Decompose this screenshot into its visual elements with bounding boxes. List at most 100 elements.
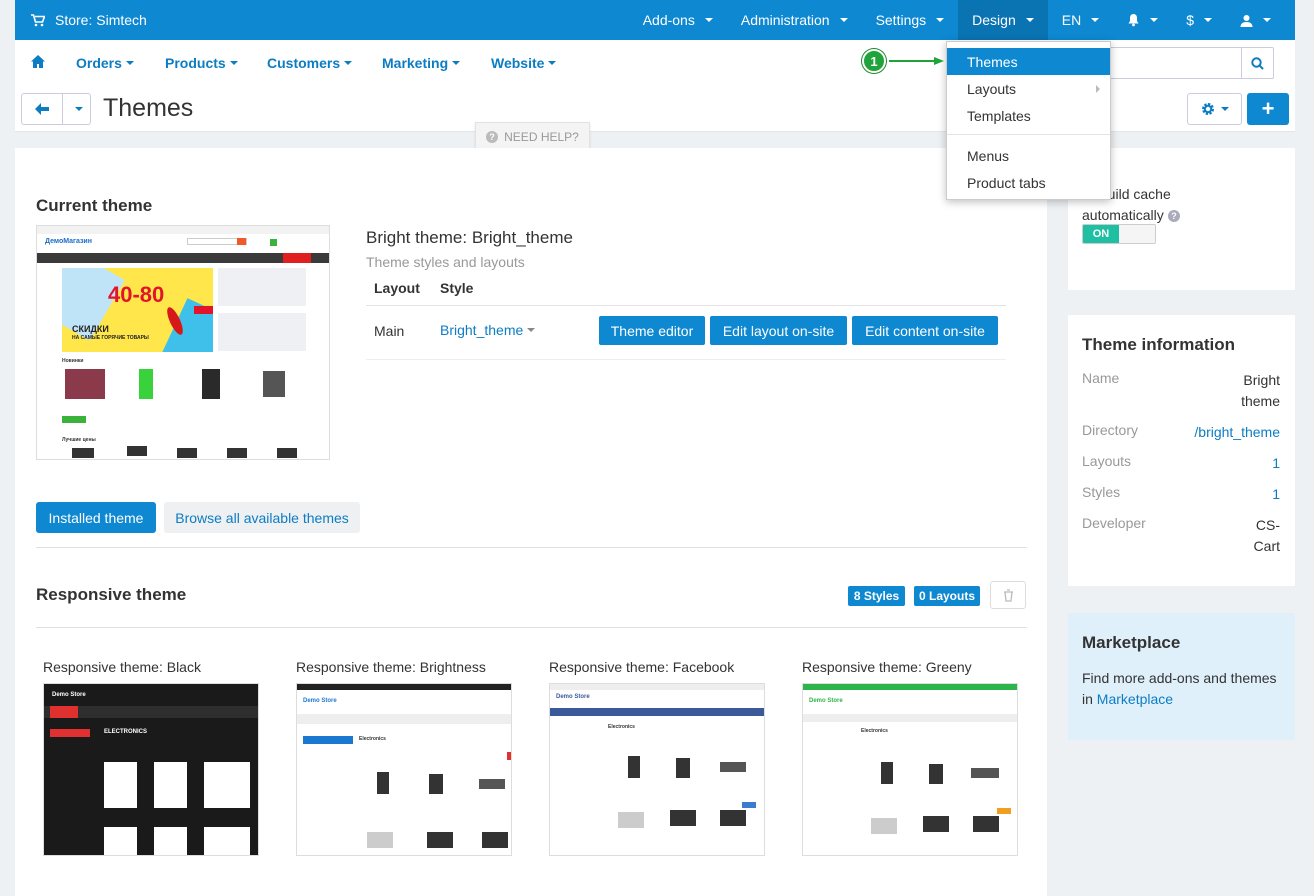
search-input[interactable]	[1108, 47, 1274, 79]
search-button[interactable]	[1241, 48, 1273, 78]
chevron-down-icon	[704, 18, 713, 22]
design-dropdown-menu: Themes Layouts Templates Menus Product t…	[946, 41, 1111, 200]
menu-design[interactable]: Design	[958, 0, 1048, 40]
menu-settings-label: Settings	[875, 12, 927, 28]
delete-theme-button[interactable]	[990, 581, 1026, 609]
style-preview-brightness: Demo Store Electronics	[296, 683, 512, 856]
nav-products[interactable]: Products	[165, 55, 238, 71]
style-card-greeny[interactable]: Responsive theme: Greeny Demo Store Elec…	[802, 658, 1020, 856]
menu-settings[interactable]: Settings	[862, 0, 959, 40]
menu-language-label: EN	[1061, 12, 1082, 28]
nav-website[interactable]: Website	[491, 55, 557, 71]
style-card-title: Responsive theme: Greeny	[802, 659, 972, 675]
menu-addons-label: Add-ons	[642, 12, 695, 28]
styles-badge[interactable]: 8 Styles	[848, 586, 905, 606]
menu-item-layouts-label: Layouts	[967, 80, 1017, 97]
style-card-brightness[interactable]: Responsive theme: Brightness Demo Store …	[296, 658, 514, 856]
current-theme-subtitle: Theme styles and layouts	[366, 254, 525, 270]
style-value: Bright_theme	[440, 322, 524, 338]
menu-item-menus[interactable]: Menus	[967, 147, 1010, 164]
style-card-title: Responsive theme: Black	[43, 659, 201, 675]
chevron-down-icon	[125, 61, 134, 65]
user-icon	[1240, 14, 1253, 27]
marketplace-text: Find more add-ons and themes in Marketpl…	[1082, 668, 1282, 710]
style-card-facebook[interactable]: Responsive theme: Facebook Demo Store El…	[549, 658, 767, 856]
marketplace-description: Find more add-ons and themes in	[1082, 670, 1277, 707]
info-row-layouts: Layouts 1	[1082, 453, 1280, 474]
preview-promo-text: СКИДКИ	[72, 324, 109, 334]
history-dropdown[interactable]	[63, 94, 90, 124]
currency-menu[interactable]: $	[1172, 0, 1226, 40]
nav-marketing-label: Marketing	[382, 55, 449, 71]
tab-browse-themes[interactable]: Browse all available themes	[164, 502, 360, 533]
add-button[interactable]: +	[1247, 93, 1289, 125]
back-button-group	[21, 93, 91, 125]
menu-item-templates[interactable]: Templates	[967, 107, 1031, 124]
theme-info-panel: Theme information Name Bright theme Direc…	[1068, 315, 1295, 586]
rebuild-cache-toggle[interactable]: ON	[1082, 224, 1156, 244]
chevron-down-icon	[74, 107, 83, 111]
trash-icon	[1003, 588, 1013, 602]
info-layouts-link[interactable]: 1	[1272, 455, 1280, 471]
current-theme-heading: Current theme	[36, 196, 153, 215]
toggle-on-label: ON	[1083, 225, 1119, 243]
preview-banner: 40-80 СКИДКИ НА САМЫЕ ГОРЯЧИЕ ТОВАРЫ	[62, 268, 213, 352]
layouts-badge[interactable]: 0 Layouts	[914, 586, 980, 606]
marketplace-title: Marketplace	[1082, 633, 1181, 652]
theme-editor-button[interactable]: Theme editor	[599, 316, 705, 345]
preview-logo: Demo Store	[809, 698, 843, 704]
info-row-directory: Directory/bright_theme	[1082, 422, 1280, 443]
info-key: Developer	[1082, 515, 1146, 531]
menu-design-label: Design	[972, 12, 1016, 28]
style-card-black[interactable]: Responsive theme: Black Demo Store ELECT…	[43, 658, 261, 856]
current-theme-preview: ДемоМагазин 40-80 СКИДКИ НА САМЫЕ ГОРЯЧИ…	[36, 225, 330, 460]
nav-customers[interactable]: Customers	[267, 55, 353, 71]
help-icon: ?	[486, 131, 499, 143]
info-row-name: Name Bright theme	[1082, 370, 1280, 412]
nav-marketing[interactable]: Marketing	[382, 55, 461, 71]
marketplace-link[interactable]: Marketplace	[1096, 691, 1174, 707]
gear-icon	[1201, 103, 1214, 115]
info-key: Name	[1082, 370, 1120, 386]
theme-info-title: Theme information	[1082, 335, 1236, 354]
chevron-right-icon	[1096, 85, 1100, 93]
chevron-down-icon	[229, 61, 238, 65]
preview-new-label: Новинки	[62, 358, 84, 364]
back-button[interactable]	[22, 94, 63, 124]
theme-styles-table: Layout Style Main Bright_theme Theme edi…	[366, 278, 1006, 360]
info-key: Styles	[1082, 484, 1121, 500]
menu-administration[interactable]: Administration	[727, 0, 862, 40]
info-directory-link[interactable]: /bright_theme	[1194, 424, 1280, 440]
chevron-down-icon	[548, 61, 557, 65]
edit-content-button[interactable]: Edit content on-site	[852, 316, 998, 345]
current-theme-info: Bright theme: Bright_theme Theme styles …	[366, 228, 573, 270]
menu-item-themes[interactable]: Themes	[947, 48, 1110, 75]
need-help-button[interactable]: ? NEED HELP?	[475, 122, 590, 152]
info-key: Layouts	[1082, 453, 1132, 469]
tab-installed-theme[interactable]: Installed theme	[36, 502, 156, 533]
settings-dropdown-button[interactable]	[1187, 93, 1242, 125]
menu-item-product-tabs[interactable]: Product tabs	[967, 174, 1046, 191]
preview-promo-big: 40-80	[108, 282, 165, 307]
svg-text:?: ?	[1171, 211, 1177, 221]
col-style: Style	[440, 280, 474, 296]
style-dropdown[interactable]: Bright_theme	[440, 322, 536, 338]
info-row-developer: Developer CS-Cart	[1082, 515, 1280, 557]
home-icon[interactable]	[31, 55, 45, 68]
user-menu[interactable]	[1226, 0, 1295, 40]
menu-item-layouts[interactable]: Layouts	[947, 75, 1110, 102]
nav-orders-label: Orders	[76, 55, 122, 71]
chevron-down-icon	[936, 18, 945, 22]
store-switcher[interactable]: Store: Simtech	[31, 0, 147, 40]
menu-language[interactable]: EN	[1048, 0, 1113, 40]
info-styles-link[interactable]: 1	[1272, 486, 1280, 502]
style-preview-heading: Electronics	[608, 724, 635, 730]
layout-value: Main	[374, 323, 405, 339]
callout-arrow-icon	[889, 57, 944, 65]
edit-layout-button[interactable]: Edit layout on-site	[710, 316, 847, 345]
menu-addons[interactable]: Add-ons	[629, 0, 727, 40]
table-row: Main Bright_theme Theme editor Edit layo…	[366, 306, 1006, 360]
help-icon[interactable]: ?	[1167, 209, 1180, 222]
nav-orders[interactable]: Orders	[76, 55, 134, 71]
notifications-menu[interactable]	[1113, 0, 1172, 40]
